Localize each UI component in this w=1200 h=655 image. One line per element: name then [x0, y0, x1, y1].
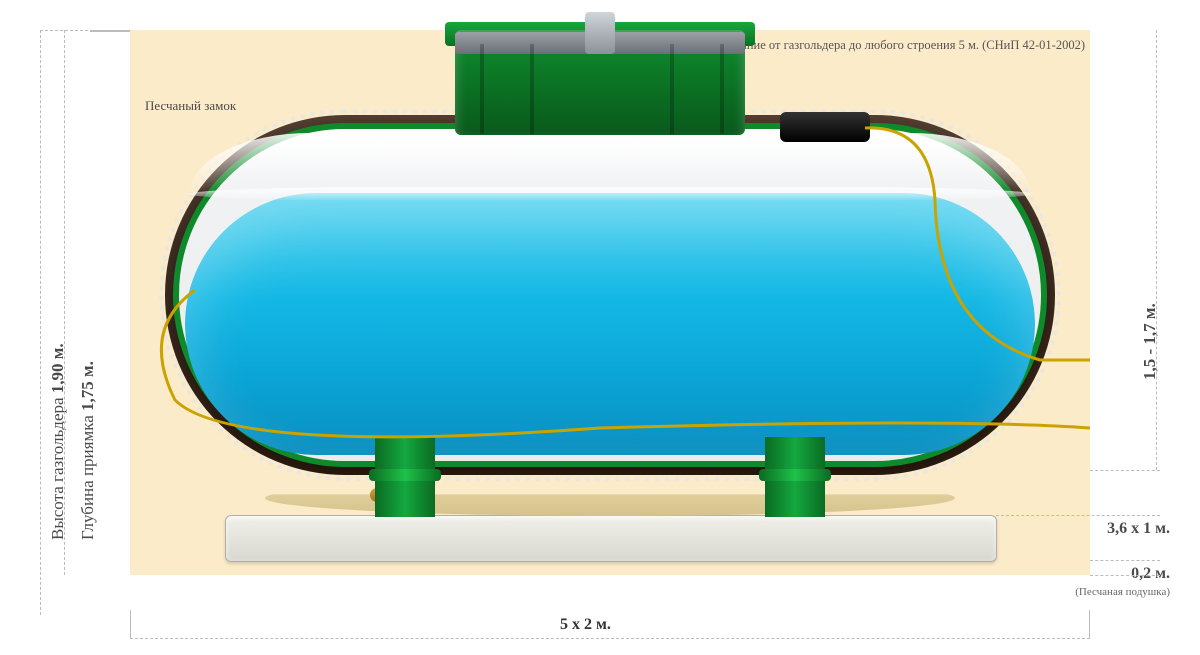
- ground-surface-left: [90, 30, 130, 32]
- concrete-slab: [225, 515, 997, 562]
- valve-assembly: [585, 12, 615, 54]
- guide-right-bottom: [1090, 470, 1160, 472]
- support-cap: [369, 469, 441, 481]
- neck-rib: [530, 44, 534, 134]
- guide-left-outer: [40, 30, 42, 615]
- guide-cushion-top: [1090, 560, 1160, 562]
- pit-depth-text: Глубина приямка: [78, 415, 97, 540]
- diagram-canvas: Минимальное расстояние от газгольдера до…: [0, 0, 1200, 655]
- sand-lock-label: Песчаный замок: [145, 98, 236, 114]
- neck-rib: [480, 44, 484, 134]
- pit-depth-label: Глубина приямка 1,75 м.: [78, 361, 98, 540]
- guide-right: [1156, 30, 1158, 470]
- guide-slab-top: [996, 515, 1160, 517]
- tank-highlight: [190, 133, 1030, 193]
- guide-pit-bottom: [1090, 575, 1160, 577]
- tank-support-right: [765, 437, 825, 517]
- gas-outlet: [780, 112, 870, 142]
- pit-width-label: 5 х 2 м.: [560, 616, 611, 634]
- cushion-note: (Песчаная подушка): [1075, 586, 1170, 598]
- slab-dim: 3,6 х 1 м.: [1107, 520, 1170, 538]
- guide-left-inner: [64, 30, 66, 575]
- cushion-dim: 0,2 м.: [1131, 565, 1170, 583]
- support-cap: [759, 469, 831, 481]
- pit-depth-value: 1,75 м.: [78, 361, 97, 411]
- tank-support-left: [375, 437, 435, 517]
- neck-rib: [670, 44, 674, 134]
- tank-liquid: [185, 193, 1035, 455]
- gas-tank: [165, 115, 1055, 475]
- neck-rib: [720, 44, 724, 134]
